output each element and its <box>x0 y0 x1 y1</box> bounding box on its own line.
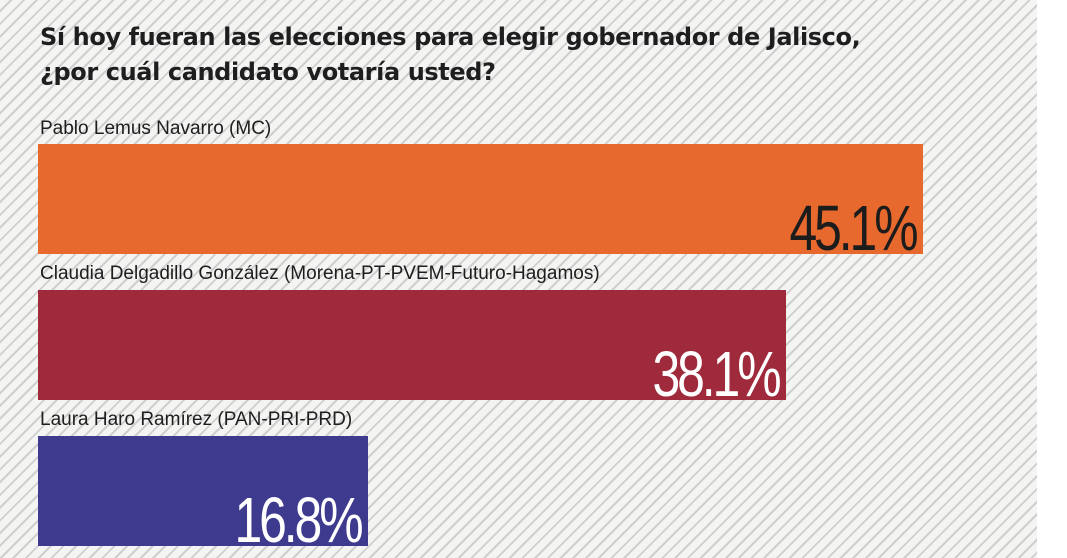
chart-title: Sí hoy fueran las elecciones para elegir… <box>40 23 861 86</box>
bar-value-label-haro: 16.8% <box>234 484 363 556</box>
bar-value-label-lemus: 45.1% <box>789 192 918 264</box>
bar-value-label-delgadillo: 38.1% <box>652 338 781 410</box>
category-label-haro: Laura Haro Ramírez (PAN-PRI-PRD) <box>40 409 353 430</box>
bar-delgadillo: 38.1% <box>38 290 786 406</box>
category-label-lemus: Pablo Lemus Navarro (MC) <box>40 118 272 139</box>
bar-lemus: 45.1% <box>38 144 923 260</box>
category-label-delgadillo: Claudia Delgadillo González (Morena-PT-P… <box>40 263 600 284</box>
page-edge-strip <box>1037 0 1067 558</box>
bar-haro: 16.8% <box>38 436 368 552</box>
